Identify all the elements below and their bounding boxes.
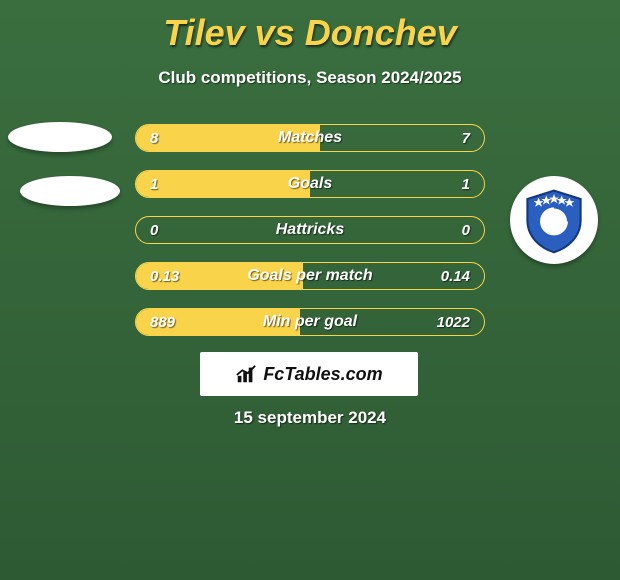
stat-label: Goals per match — [226, 267, 394, 285]
stat-row: 0Hattricks0 — [135, 216, 485, 244]
stat-right-value: 0.14 — [394, 268, 484, 285]
stat-label: Matches — [226, 129, 394, 147]
page-subtitle: Club competitions, Season 2024/2025 — [0, 68, 620, 88]
page-title: Tilev vs Donchev — [0, 0, 620, 54]
stat-row: 8Matches7 — [135, 124, 485, 152]
stat-label: Goals — [226, 175, 394, 193]
brand-label: FcTables.com — [263, 364, 382, 385]
stat-label: Hattricks — [226, 221, 394, 239]
stat-left-value: 1 — [136, 176, 226, 193]
stat-row: 889Min per goal1022 — [135, 308, 485, 336]
date-label: 15 september 2024 — [0, 408, 620, 428]
stat-label: Min per goal — [226, 313, 394, 331]
left-avatar-placeholder-2 — [20, 176, 120, 206]
stat-left-value: 889 — [136, 314, 226, 331]
stat-left-value: 8 — [136, 130, 226, 147]
brand-footer[interactable]: FcTables.com — [200, 352, 418, 396]
stat-row: 0.13Goals per match0.14 — [135, 262, 485, 290]
stat-right-value: 1 — [394, 176, 484, 193]
stat-right-value: 1022 — [394, 314, 484, 331]
club-badge — [510, 176, 598, 264]
stats-container: 8Matches7 1Goals1 0Hattricks0 0.13Goals per… — [135, 124, 485, 354]
shield-icon — [519, 185, 589, 255]
stat-left-value: 0.13 — [136, 268, 226, 285]
stat-left-value: 0 — [136, 222, 226, 239]
stat-row: 1Goals1 — [135, 170, 485, 198]
stat-right-value: 7 — [394, 130, 484, 147]
left-avatar-placeholder-1 — [8, 122, 112, 152]
stat-right-value: 0 — [394, 222, 484, 239]
chart-icon — [235, 363, 257, 385]
